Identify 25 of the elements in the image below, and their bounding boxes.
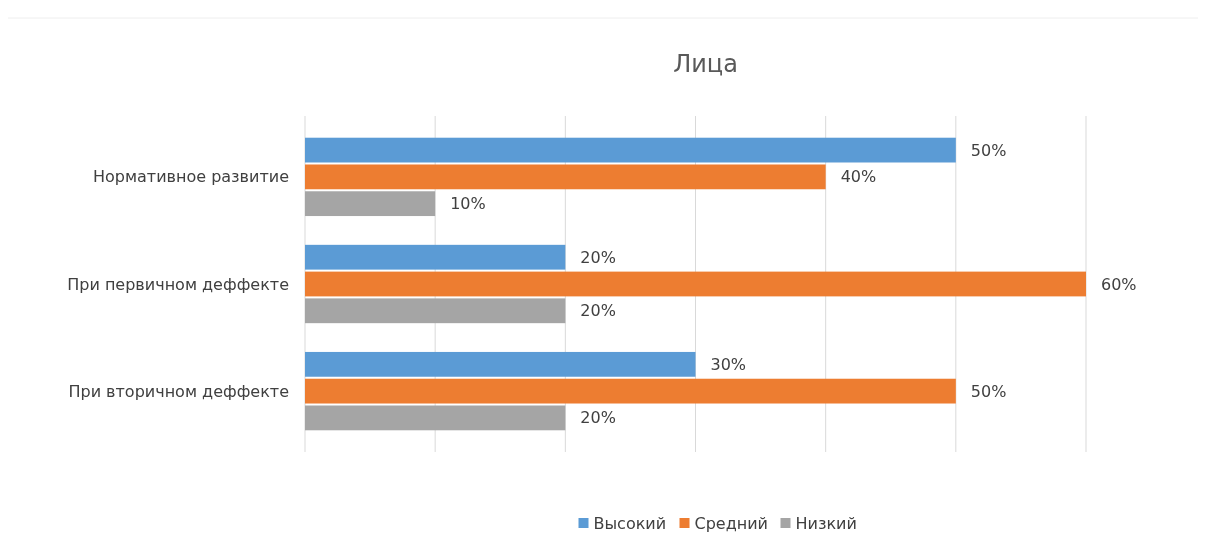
y-tick-label: Нормативное развитие xyxy=(92,167,289,187)
data-label: 50% xyxy=(970,381,1007,401)
chart-title: Лица xyxy=(673,50,738,78)
data-label: 20% xyxy=(580,247,616,267)
bar xyxy=(305,164,826,190)
data-label: 20% xyxy=(580,301,616,321)
data-label: 40% xyxy=(840,167,877,187)
bar xyxy=(305,191,436,217)
bar xyxy=(305,378,956,404)
data-label: 30% xyxy=(710,354,747,374)
data-label: 60% xyxy=(1101,274,1137,294)
legend-label: Высокий xyxy=(593,513,667,533)
y-tick-label: При первичном деффекте xyxy=(67,274,289,294)
data-label: 10% xyxy=(450,194,486,214)
bar xyxy=(305,137,956,163)
bar xyxy=(305,298,566,324)
legend-label: Низкий xyxy=(795,513,857,533)
y-tick-label: При вторичном деффекте xyxy=(68,381,289,401)
data-label: 20% xyxy=(580,408,616,428)
bar xyxy=(305,271,1086,297)
bar xyxy=(305,351,696,377)
legend-label: Средний xyxy=(694,513,768,533)
bar xyxy=(305,405,566,431)
data-label: 50% xyxy=(970,140,1007,160)
bar xyxy=(305,244,566,270)
